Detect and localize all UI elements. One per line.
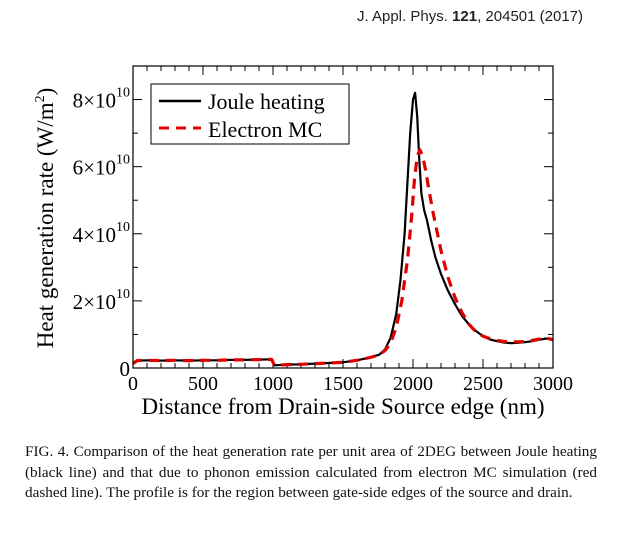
plot-frame	[132, 65, 554, 369]
y-axis-label: Heat generation rate (W/m2)	[33, 88, 58, 349]
y-axis-label-sup: 2	[33, 95, 48, 102]
x-tick-label: 1500	[323, 373, 363, 395]
y-tick-base: 8×10	[73, 89, 116, 113]
x-tick-label: 1000	[253, 373, 293, 395]
journal-pages-year: , 204501 (2017)	[477, 8, 583, 25]
journal-name: J. Appl. Phys.	[356, 8, 448, 25]
journal-citation: J. Appl. Phys. 121, 204501 (2017)	[357, 8, 583, 25]
y-axis-label-text: Heat generation rate (W/m	[33, 102, 58, 348]
y-tick-label: 8×1010	[73, 86, 130, 113]
y-tick-label: 4×1010	[73, 220, 130, 247]
y-tick-exponent: 10	[116, 287, 130, 302]
heat-generation-chart: 0 500 1000 1500 2000 2500 300002×10104×10106×1…	[33, 65, 573, 419]
legend-label-mc: Electron MC	[208, 117, 322, 142]
x-tick-label: 2500	[463, 373, 503, 395]
y-tick-label: 2×1010	[73, 287, 130, 314]
y-tick-label: 6×1010	[73, 153, 130, 180]
y-tick-exponent: 10	[116, 220, 130, 235]
x-tick-label: 500	[188, 373, 218, 395]
legend: Joule heating Electron MC	[150, 83, 350, 145]
y-tick-base: 2×10	[73, 290, 116, 314]
x-tick-label: 3000	[533, 373, 573, 395]
journal-volume: 121	[452, 8, 478, 25]
x-axis-label: Distance from Drain-side Source edge (nm…	[142, 394, 545, 419]
y-tick-base: 6×10	[73, 156, 116, 180]
series-electron-mc-line	[132, 148, 554, 367]
series-layer	[132, 91, 554, 367]
y-tick-base: 4×10	[73, 223, 116, 247]
tick-labels: 0 500 1000 1500 2000 2500 300002×10104×10106×1…	[73, 86, 573, 395]
y-axis-label-end: )	[33, 88, 58, 96]
x-tick-label: 2000	[393, 373, 433, 395]
legend-label-joule: Joule heating	[208, 89, 325, 114]
legend-box	[150, 83, 350, 145]
y-tick-base: 0	[120, 357, 131, 381]
y-tick-exponent: 10	[116, 86, 130, 101]
x-tick-label: 0	[128, 373, 138, 395]
y-tick-exponent: 10	[116, 153, 130, 168]
y-tick-label: 0	[120, 357, 131, 381]
figure-caption: FIG. 4. Comparison of the heat generatio…	[25, 443, 597, 501]
